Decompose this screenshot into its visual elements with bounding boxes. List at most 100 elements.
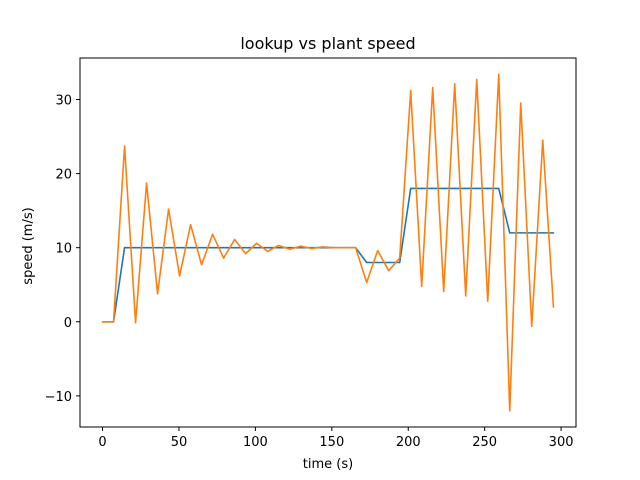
series-2-point <box>497 73 500 76</box>
series-2-point <box>101 320 104 323</box>
series-2-point <box>233 238 236 241</box>
series-2-point <box>134 321 137 324</box>
series-1-point <box>156 246 159 249</box>
series-2-point <box>211 233 214 236</box>
series-1-point <box>431 187 434 190</box>
series-2-point <box>387 269 390 272</box>
series-2-point <box>354 246 357 249</box>
series-1-point <box>486 187 489 190</box>
series-1-point <box>178 246 181 249</box>
series-2-point <box>123 145 126 147</box>
series-2-point <box>530 325 533 328</box>
x-tick-label: 100 <box>243 435 268 450</box>
series-2-point <box>156 292 159 295</box>
series-1-point <box>266 246 269 249</box>
series-1-point <box>189 246 192 249</box>
series-2-point <box>420 285 423 288</box>
series-1-point <box>497 187 500 190</box>
series-2-point <box>552 306 555 308</box>
series-1-point <box>442 187 445 190</box>
chart-title: lookup vs plant speed <box>240 34 415 53</box>
series-2-point <box>178 275 181 277</box>
series-1-point <box>519 232 522 234</box>
series-layer <box>101 73 555 412</box>
series-1-point <box>475 187 478 190</box>
series-2-point <box>321 246 324 248</box>
series-2-point <box>244 252 247 255</box>
series-1-point <box>464 187 467 190</box>
series-1-point <box>288 246 291 249</box>
series-2-point <box>332 246 335 249</box>
series-2-point <box>200 263 203 266</box>
series-1-point <box>200 246 203 249</box>
series-2-point <box>453 83 456 85</box>
series-2-point <box>343 246 346 249</box>
series-2-point <box>409 89 412 92</box>
series-2-point <box>266 250 269 253</box>
series-1-point <box>508 232 511 234</box>
y-axis-label: speed (m/s) <box>21 207 36 284</box>
y-tick-label: 20 <box>55 168 72 183</box>
series-1-point <box>211 246 214 249</box>
series-2-point <box>288 248 291 250</box>
y-tick-label: −10 <box>45 390 72 405</box>
series-2-point <box>255 242 258 245</box>
series-1-point <box>167 246 170 249</box>
series-1-point <box>541 232 544 234</box>
series-2-point <box>167 208 170 210</box>
series-1-point <box>530 232 533 234</box>
series-2-point <box>277 244 280 247</box>
x-axis-label: time (s) <box>303 457 353 472</box>
series-2-point <box>145 182 148 185</box>
series-1-point <box>145 246 148 249</box>
series-1-point <box>376 261 379 264</box>
series-1-point <box>365 261 368 264</box>
y-tick-label: 30 <box>55 93 72 108</box>
y-axis: −10 0 10 20 30 <box>45 93 80 405</box>
x-tick-label: 300 <box>549 435 574 450</box>
x-tick-label: 250 <box>472 435 497 450</box>
series-1-point <box>134 246 137 249</box>
series-2-point <box>299 245 302 248</box>
series-1-point <box>123 246 126 249</box>
series-1-point <box>453 187 456 190</box>
x-axis: 0 50 100 150 200 250 300 <box>98 427 574 450</box>
series-2 <box>101 73 555 412</box>
series-2-point <box>475 78 478 81</box>
series-1-point <box>222 246 225 249</box>
x-tick-label: 150 <box>319 435 344 450</box>
x-tick-label: 200 <box>396 435 421 450</box>
series-1-point <box>420 187 423 190</box>
series-1-point <box>398 261 401 264</box>
series-1-point <box>277 246 280 249</box>
series-2-point <box>486 300 489 302</box>
series-2-point <box>365 281 368 284</box>
series-1-point <box>233 246 236 249</box>
series-1-point <box>409 187 412 190</box>
series-2-point <box>464 295 467 297</box>
y-tick-label: 10 <box>55 242 72 257</box>
x-tick-label: 50 <box>171 435 188 450</box>
series-2-point <box>431 86 434 89</box>
series-2-point <box>189 223 192 226</box>
axes-frame <box>79 57 577 428</box>
series-1-point <box>244 246 247 249</box>
series-2-line <box>102 73 555 412</box>
x-tick-label: 0 <box>98 435 106 450</box>
series-2-point <box>112 320 115 323</box>
series-1-point <box>255 246 258 249</box>
series-1-point <box>552 232 555 234</box>
y-tick-label: 0 <box>64 316 72 331</box>
series-2-point <box>541 139 544 142</box>
series-1-point <box>387 261 390 264</box>
series-2-point <box>376 249 379 252</box>
series-2-point <box>222 257 225 259</box>
series-1-point <box>299 246 302 249</box>
series-2-point <box>398 257 401 259</box>
series-2-point <box>310 247 313 250</box>
series-2-point <box>519 102 522 104</box>
series-2-point <box>442 290 445 293</box>
series-2-point <box>508 409 511 412</box>
